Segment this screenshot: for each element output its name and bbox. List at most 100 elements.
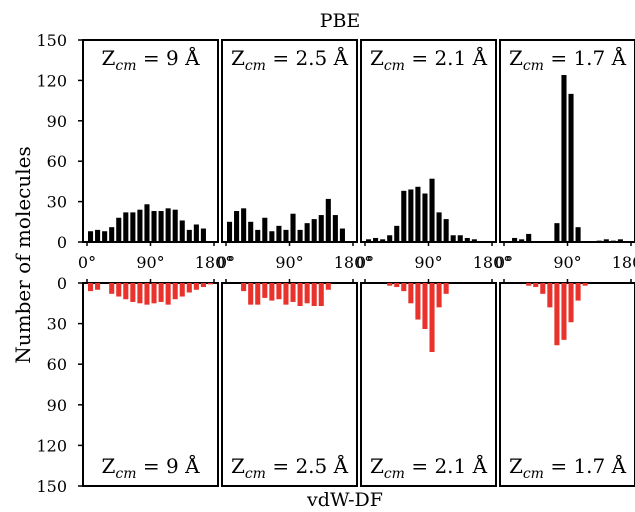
- x-tick-label: 90°: [553, 253, 581, 272]
- x-tick-label: 180°: [334, 253, 373, 272]
- x-tick-label: 90°: [136, 253, 164, 272]
- bar-pbe: [387, 235, 393, 242]
- bar-pbe: [429, 178, 435, 242]
- bar-pbe: [408, 189, 414, 242]
- x-tick-label: 180°: [612, 253, 635, 272]
- bar-vdw: [95, 283, 101, 290]
- panel-label-bottom: Zcm = 1.7 Å: [509, 453, 627, 482]
- bar-pbe: [610, 240, 616, 242]
- bar-pbe: [193, 224, 199, 242]
- bar-pbe: [457, 235, 463, 242]
- bar-vdw: [318, 283, 324, 307]
- bar-vdw: [304, 283, 310, 304]
- bar-pbe: [172, 209, 178, 242]
- panel-frame-top: [360, 39, 497, 243]
- y-tick-label-bottom: 90: [47, 396, 67, 415]
- bar-vdw: [429, 283, 435, 353]
- bar-pbe: [464, 237, 470, 242]
- bar-vdw: [255, 283, 261, 305]
- bar-pbe: [519, 239, 525, 242]
- bar-vdw: [137, 283, 143, 304]
- bar-vdw: [297, 283, 303, 307]
- label-symbol: Z: [101, 454, 115, 478]
- bar-vdw: [561, 283, 567, 340]
- bar-vdw: [443, 283, 449, 294]
- bar-pbe: [373, 237, 379, 242]
- label-subscript: cm: [384, 466, 405, 482]
- panel-label-top: Zcm = 2.1 Å: [370, 45, 488, 74]
- bar-vdw: [116, 283, 122, 297]
- bar-vdw: [193, 283, 199, 290]
- label-value: = 9 Å: [137, 45, 201, 70]
- label-symbol: Z: [370, 454, 384, 478]
- bar-pbe: [450, 235, 456, 242]
- bar-pbe: [158, 211, 164, 242]
- bar-vdw: [568, 283, 574, 323]
- bar-pbe: [290, 213, 296, 242]
- label-symbol: Z: [231, 46, 245, 70]
- x-tick-label: 90°: [275, 253, 303, 272]
- bar-vdw: [207, 283, 214, 285]
- label-subscript: cm: [115, 58, 136, 74]
- bar-pbe: [248, 221, 254, 242]
- y-axis-label: Number of molecules: [11, 146, 35, 364]
- axes-layer: [78, 39, 635, 487]
- bar-pbe: [255, 229, 261, 242]
- y-tick-label-top: 30: [47, 193, 67, 212]
- label-value: = 2.1 Å: [405, 45, 488, 70]
- panel-frame-top: [82, 39, 219, 243]
- label-symbol: Z: [231, 454, 245, 478]
- bar-pbe: [526, 233, 532, 242]
- y-tick-label-top: 150: [36, 31, 67, 50]
- bar-vdw: [311, 283, 317, 307]
- y-tick-label-top: 0: [57, 233, 67, 252]
- title-top: PBE: [320, 10, 361, 32]
- bar-pbe: [276, 225, 282, 242]
- bar-pbe: [226, 221, 233, 242]
- bar-pbe: [102, 231, 108, 242]
- bar-pbe: [575, 227, 581, 242]
- y-tick-label-top: 90: [47, 112, 67, 131]
- bar-vdw: [158, 283, 164, 302]
- x-tick-label: 180°: [473, 253, 512, 272]
- bar-pbe: [165, 208, 171, 242]
- bar-vdw: [415, 283, 421, 320]
- bar-pbe: [269, 231, 275, 242]
- bar-vdw: [87, 283, 94, 292]
- bar-pbe: [603, 239, 609, 242]
- label-value: = 9 Å: [137, 453, 201, 478]
- bar-vdw: [408, 283, 414, 304]
- bar-vdw: [325, 283, 331, 290]
- bar-vdw: [269, 283, 275, 301]
- y-tick-label-bottom: 120: [36, 436, 67, 455]
- panel-label-top: Zcm = 1.7 Å: [509, 45, 627, 74]
- bar-vdw: [290, 283, 296, 302]
- label-symbol: Z: [101, 46, 115, 70]
- bar-pbe: [234, 211, 240, 242]
- bar-pbe: [596, 240, 602, 242]
- bar-vdw: [526, 283, 532, 286]
- bar-pbe: [144, 204, 150, 242]
- bar-vdw: [179, 283, 185, 297]
- bar-pbe: [568, 93, 574, 242]
- bar-pbe: [554, 223, 560, 242]
- bar-vdw: [554, 283, 560, 346]
- bar-pbe: [186, 229, 192, 242]
- bar-pbe: [561, 75, 567, 242]
- label-value: = 2.1 Å: [405, 453, 488, 478]
- bar-pbe: [617, 239, 623, 242]
- bar-vdw: [582, 283, 588, 286]
- bar-pbe: [436, 212, 442, 242]
- bar-pbe: [137, 209, 143, 242]
- bar-pbe: [332, 215, 338, 242]
- bar-vdw: [533, 283, 539, 288]
- x-tick-label: 0°: [217, 253, 235, 272]
- bar-vdw: [186, 283, 192, 293]
- bar-vdw: [422, 283, 428, 330]
- bar-pbe: [304, 223, 310, 242]
- panel-label-top: Zcm = 2.5 Å: [231, 45, 349, 74]
- panel-label-bottom: Zcm = 2.5 Å: [231, 453, 349, 482]
- label-symbol: Z: [509, 454, 523, 478]
- bar-vdw: [547, 283, 553, 308]
